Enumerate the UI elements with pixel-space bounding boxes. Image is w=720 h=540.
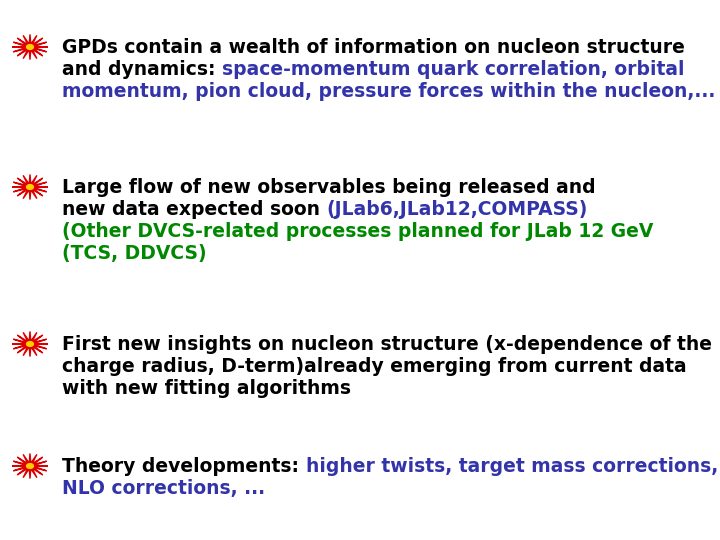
Polygon shape — [12, 332, 48, 356]
Text: Theory developments:: Theory developments: — [62, 457, 305, 476]
Text: First new insights on nucleon structure (x-dependence of the: First new insights on nucleon structure … — [62, 335, 712, 354]
Text: momentum, pion cloud, pressure forces within the nucleon,...: momentum, pion cloud, pressure forces wi… — [62, 82, 716, 101]
Text: GPDs contain a wealth of information on nucleon structure: GPDs contain a wealth of information on … — [62, 38, 685, 57]
Polygon shape — [27, 185, 33, 190]
Text: higher twists, target mass corrections,: higher twists, target mass corrections, — [305, 457, 718, 476]
Polygon shape — [27, 464, 33, 468]
Polygon shape — [27, 45, 33, 49]
Text: (TCS, DDVCS): (TCS, DDVCS) — [62, 244, 207, 263]
Text: NLO corrections, ...: NLO corrections, ... — [62, 479, 265, 498]
Polygon shape — [27, 342, 33, 346]
Text: space-momentum quark correlation, orbital: space-momentum quark correlation, orbita… — [222, 60, 685, 79]
Polygon shape — [12, 174, 48, 200]
Polygon shape — [12, 35, 48, 59]
Text: new data expected soon: new data expected soon — [62, 200, 326, 219]
Text: and dynamics:: and dynamics: — [62, 60, 222, 79]
Text: charge radius, D-term)already emerging from current data: charge radius, D-term)already emerging f… — [62, 357, 687, 376]
Text: (JLab6,JLab12,COMPASS): (JLab6,JLab12,COMPASS) — [326, 200, 588, 219]
Text: Large flow of new observables being released and: Large flow of new observables being rele… — [62, 178, 595, 197]
Text: (Other DVCS-related processes planned for JLab 12 GeV: (Other DVCS-related processes planned fo… — [62, 222, 653, 241]
Text: with new fitting algorithms: with new fitting algorithms — [62, 379, 351, 398]
Polygon shape — [12, 454, 48, 478]
